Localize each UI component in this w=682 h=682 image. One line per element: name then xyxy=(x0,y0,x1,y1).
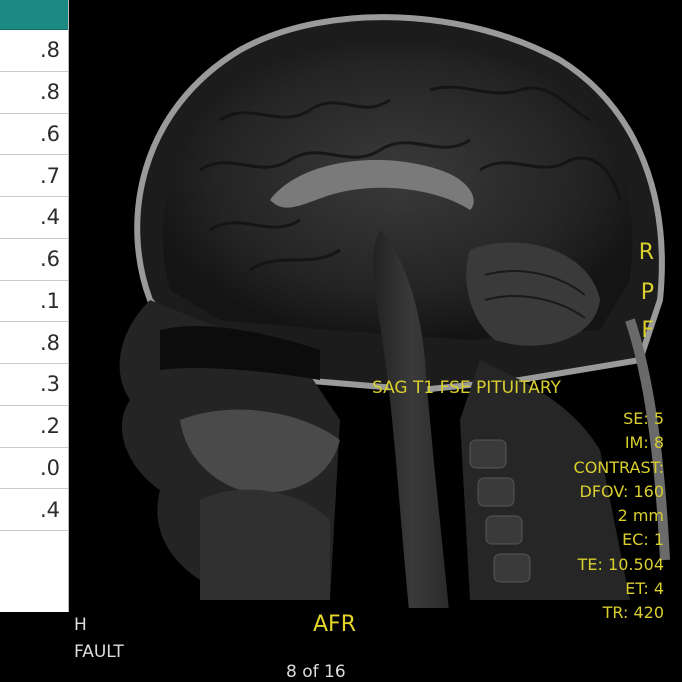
bottom-left-text-2: FAULT xyxy=(74,642,124,662)
table-cell[interactable]: .8 xyxy=(0,72,68,114)
spreadsheet-header xyxy=(0,0,68,30)
param-te: TE: 10.504 xyxy=(577,554,664,574)
acquisition-params: SE: 5 IM: 8 CONTRAST: DFOV: 160 2 mm EC:… xyxy=(574,407,664,626)
table-cell[interactable]: .7 xyxy=(0,155,68,197)
table-cell[interactable]: .2 xyxy=(0,406,68,448)
orientation-label-p: P xyxy=(640,280,654,305)
table-cell[interactable]: .8 xyxy=(0,322,68,364)
spreadsheet-column: .8 .8 .6 .7 .4 .6 .1 .8 .3 .2 .0 .4 xyxy=(0,0,69,612)
bottom-info-strip xyxy=(68,608,682,682)
table-cell[interactable]: .0 xyxy=(0,448,68,490)
table-cell[interactable]: .4 xyxy=(0,197,68,239)
orientation-label-f: F xyxy=(641,318,654,343)
view-label: AFR xyxy=(313,612,356,637)
table-cell[interactable]: .8 xyxy=(0,30,68,72)
table-cell[interactable]: .6 xyxy=(0,239,68,281)
image-counter: 8 of 16 xyxy=(286,662,346,682)
table-cell[interactable]: .3 xyxy=(0,364,68,406)
table-cell[interactable]: .6 xyxy=(0,114,68,156)
table-cell[interactable]: .4 xyxy=(0,489,68,531)
param-se: SE: 5 xyxy=(623,409,664,428)
param-contrast: CONTRAST: xyxy=(573,457,664,477)
orientation-label-r: R xyxy=(638,240,654,265)
table-cell[interactable]: .1 xyxy=(0,281,68,323)
param-et: ET: 4 xyxy=(625,579,664,599)
param-im: IM: 8 xyxy=(624,433,664,453)
param-thickness: 2 mm xyxy=(617,506,664,526)
param-dfov: DFOV: 160 xyxy=(579,481,665,501)
param-ec: EC: 1 xyxy=(622,530,664,550)
bottom-left-text-1: H xyxy=(74,615,87,635)
param-tr: TR: 420 xyxy=(602,603,664,623)
series-description: SAG T1 FSE PITUITARY xyxy=(372,378,561,398)
